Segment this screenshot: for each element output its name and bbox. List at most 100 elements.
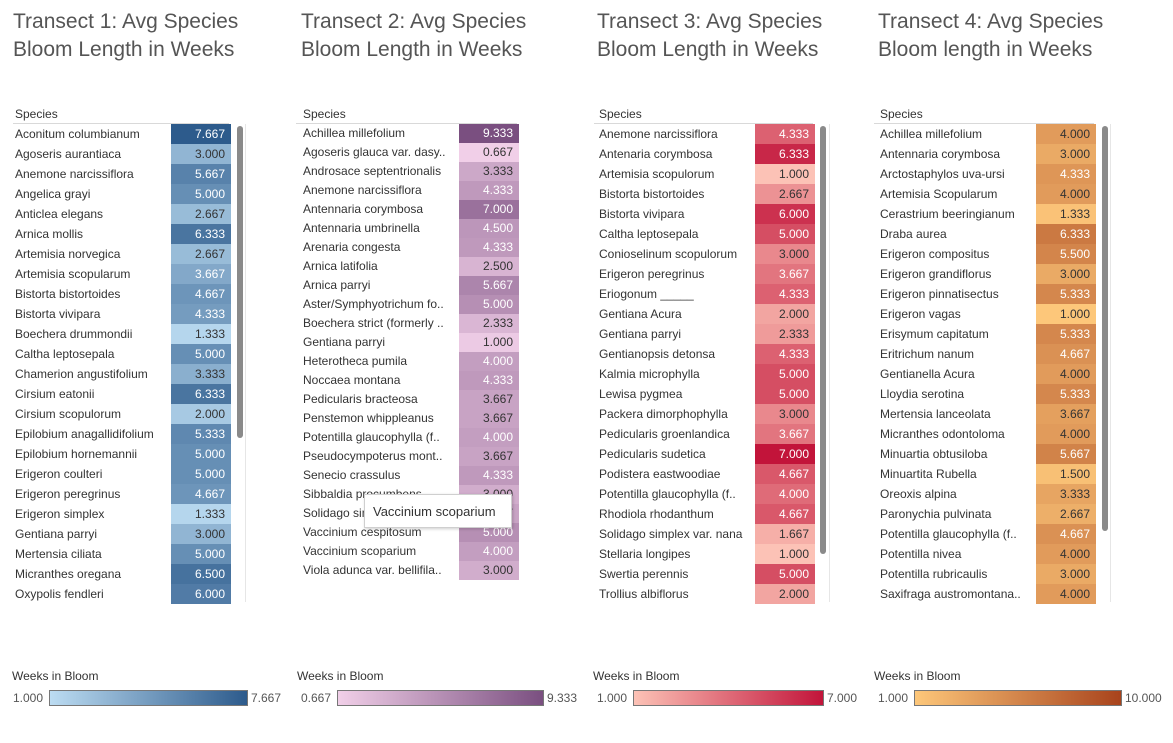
species-name: Antennaria corymbosa [880,147,1001,161]
bloom-value-cell: 1.500 [1036,464,1096,484]
species-name: Podistera eastwoodiae [599,467,721,481]
bloom-value-cell: 9.333 [459,124,519,143]
species-name: Aconitum columbianum [15,127,140,141]
species-name: Erigeron simplex [15,507,105,521]
species-name: Erigeron pinnatisectus [880,287,999,301]
bloom-value-cell: 4.000 [755,484,815,504]
bloom-value-cell: 4.667 [1036,344,1096,364]
bloom-value-cell: 2.667 [171,204,231,224]
species-name: Draba aurea [880,227,947,241]
species-name: Erigeron vagas [880,307,961,321]
transect-1-title: Transect 1: Avg Species Bloom Length in … [13,10,239,61]
bloom-value-cell: 1.000 [755,164,815,184]
bloom-value-cell: 4.667 [171,484,231,504]
species-name: Oreoxis alpina [880,487,957,501]
bloom-value-cell: 4.667 [755,464,815,484]
bloom-value-cell: 1.667 [755,524,815,544]
legend-title: Weeks in Bloom [297,669,384,683]
legend-min-label: 0.667 [301,691,332,705]
bloom-value-cell: 4.500 [459,219,519,238]
species-name: Potentilla glaucophylla (f.. [599,487,736,501]
bloom-value-cell: 5.667 [459,276,519,295]
species-name: Stellaria longipes [599,547,691,561]
species-name: Oxypolis fendleri [15,587,104,601]
transect-4-title: Transect 4: Avg Species Bloom length in … [878,10,1104,61]
scrollbar-thumb[interactable] [1102,126,1108,531]
scrollbar-thumb[interactable] [820,126,826,554]
species-name: Eriogonum _____ [599,287,694,301]
bloom-value-cell: 5.333 [1036,284,1096,304]
species-name: Swertia perennis [599,567,689,581]
species-name: Achillea millefolium [303,126,406,140]
species-name: Viola adunca var. bellifila.. [303,563,442,577]
species-name: Vaccinium scoparium [303,544,417,558]
bloom-value-cell: 1.333 [171,324,231,344]
species-name: Erigeron coulteri [15,467,103,481]
bloom-value-cell: 4.333 [459,181,519,200]
species-name: Erigeron peregrinus [599,267,705,281]
bloom-value-cell: 7.667 [171,124,231,144]
species-name: Micranthes oregana [15,567,122,581]
bloom-value-cell: 2.500 [459,257,519,276]
species-name: Gentianopsis detonsa [599,347,716,361]
species-name: Anticlea elegans [15,207,104,221]
bloom-value-cell: 5.000 [171,344,231,364]
transect-4-panel: Transect 4: Avg Species Bloom length in … [874,0,1168,743]
species-name: Anemone narcissiflora [599,127,718,141]
bloom-value-cell: 5.000 [755,564,815,584]
header-divider [874,123,1094,124]
bloom-value-cell: 4.000 [1036,184,1096,204]
bloom-value-cell: 5.333 [1036,324,1096,344]
species-name: Caltha leptosepala [15,347,115,361]
species-name: Packera dimorphophylla [599,407,728,421]
species-name: Vaccinium cespitosum [303,525,422,539]
bloom-value-cell: 3.000 [171,144,231,164]
bloom-value-cell: 4.333 [755,284,815,304]
transect-2-panel: Transect 2: Avg Species Bloom Length in … [296,0,586,743]
bloom-value-cell: 4.000 [1036,364,1096,384]
species-name: Kalmia microphylla [599,367,700,381]
bloom-value-cell: 5.000 [755,224,815,244]
bloom-value-cell: 2.667 [1036,504,1096,524]
species-name: Pseudocympoterus mont.. [303,449,443,463]
species-name: Cirsium scopulorum [15,407,122,421]
bloom-value-cell: 3.667 [755,424,815,444]
species-name: Cerastrium beeringianum [880,207,1015,221]
bloom-value-cell: 3.000 [459,561,519,580]
legend-gradient-bar [633,690,824,706]
species-name: Mertensia lanceolata [880,407,991,421]
species-name: Boechera strict (formerly .. [303,316,444,330]
species-name: Penstemon whippleanus [303,411,434,425]
bloom-value-cell: 3.000 [1036,564,1096,584]
species-name: Caltha leptosepala [599,227,699,241]
bloom-value-cell: 4.000 [459,542,519,561]
bloom-value-cell: 3.000 [171,524,231,544]
species-name: Potentilla rubricaulis [880,567,988,581]
bloom-value-cell: 4.667 [1036,524,1096,544]
bloom-value-cell: 2.000 [755,584,815,604]
header-divider [13,123,229,124]
bloom-value-cell: 2.667 [171,244,231,264]
species-name: Bistorta bistortoides [15,287,121,301]
species-name: Boechera drummondii [15,327,133,341]
legend-title: Weeks in Bloom [593,669,680,683]
species-name: Minuartia obtusiloba [880,447,988,461]
bloom-value-cell: 3.000 [755,244,815,264]
tooltip: Vaccinium scoparium [364,494,512,528]
species-name: Antennaria corymbosa [303,202,424,216]
bloom-value-cell: 6.333 [1036,224,1096,244]
bloom-value-cell: 5.667 [171,164,231,184]
bloom-value-cell: 4.000 [459,352,519,371]
species-name: Artemisia Scopularum [880,187,998,201]
species-name: Aster/Symphyotrichum fo.. [303,297,444,311]
species-name: Epilobium anagallidifolium [15,427,154,441]
legend-max-label: 9.333 [547,691,578,705]
bloom-value-cell: 4.000 [1036,584,1096,604]
species-name: Pedicularis bracteosa [303,392,418,406]
scrollbar-thumb[interactable] [237,126,243,438]
bloom-value-cell: 1.000 [459,333,519,352]
header-divider [296,123,517,124]
species-name: Micranthes odontoloma [880,427,1005,441]
bloom-value-cell: 5.000 [171,464,231,484]
species-name: Potentilla glaucophylla (f.. [303,430,440,444]
